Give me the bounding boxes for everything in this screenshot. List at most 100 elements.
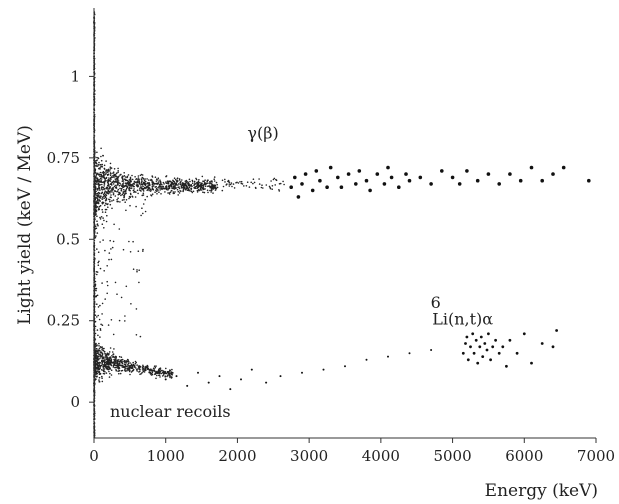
gamma-event xyxy=(128,197,130,200)
gamma-event xyxy=(165,175,168,177)
recoil-event xyxy=(98,367,100,370)
recoil-event xyxy=(126,370,128,372)
gamma-event xyxy=(107,187,109,190)
data-point xyxy=(472,351,476,355)
gamma-event xyxy=(168,184,170,187)
gamma-event xyxy=(154,176,157,178)
gamma-event xyxy=(202,191,204,193)
gamma-event xyxy=(102,193,105,196)
recoil-event xyxy=(124,361,126,364)
recoil-event xyxy=(98,347,101,350)
recoil-event xyxy=(106,363,108,366)
gamma-event xyxy=(100,178,103,180)
gamma-event xyxy=(200,189,203,191)
recoil-event xyxy=(110,364,112,366)
gamma-event xyxy=(199,185,201,188)
data-point xyxy=(289,185,294,189)
data-point xyxy=(487,332,490,336)
data-point xyxy=(501,345,505,349)
data-point xyxy=(476,361,480,365)
gamma-event xyxy=(177,184,179,186)
axes: 0 1000 2000 3000 4000 5000 6000 7000 0 0.25 0.5 0.7… xyxy=(47,8,615,465)
data-point xyxy=(365,358,368,361)
gamma-event xyxy=(134,196,137,198)
recoil-event xyxy=(119,364,122,367)
gamma-event xyxy=(152,181,154,184)
data-point xyxy=(469,345,472,349)
recoil-event xyxy=(117,360,119,363)
recoil-event xyxy=(98,364,101,367)
intermediate-event xyxy=(103,227,105,229)
intermediate-event xyxy=(125,209,127,212)
gamma-event xyxy=(278,189,280,191)
data-point xyxy=(229,388,232,391)
recoil-event xyxy=(107,358,110,361)
gamma-event xyxy=(119,187,121,190)
gamma-event xyxy=(141,194,144,197)
gamma-event xyxy=(185,188,188,190)
gamma-event xyxy=(109,199,111,201)
recoil-event xyxy=(132,368,135,371)
recoil-event xyxy=(153,365,156,368)
gamma-event xyxy=(111,207,113,210)
recoil-event xyxy=(95,350,98,352)
gamma-event xyxy=(174,191,176,193)
gamma-event xyxy=(105,160,107,162)
recoil-event xyxy=(101,359,103,362)
intermediate-event xyxy=(94,285,97,287)
recoil-event xyxy=(99,366,102,368)
intermediate-event xyxy=(94,325,97,328)
gamma-event xyxy=(99,189,101,191)
data-point xyxy=(555,329,558,332)
gamma-event xyxy=(138,178,140,181)
gamma-event xyxy=(178,192,181,194)
gamma-event xyxy=(144,183,147,186)
gamma-event xyxy=(95,162,98,165)
recoil-event xyxy=(108,370,110,373)
gamma-event xyxy=(141,174,144,176)
recoil-event xyxy=(113,359,115,361)
gamma-event xyxy=(204,188,206,190)
recoil-event xyxy=(150,372,153,375)
gamma-event xyxy=(100,147,102,150)
gamma-event xyxy=(165,181,167,183)
gamma-event xyxy=(190,185,193,187)
data-point xyxy=(466,358,470,362)
intermediate-event xyxy=(94,203,97,205)
gamma-event xyxy=(96,223,99,225)
gamma-event xyxy=(122,186,125,188)
gamma-event xyxy=(95,183,98,185)
gamma-event xyxy=(114,195,117,197)
gamma-event xyxy=(99,177,102,180)
gamma-event xyxy=(127,180,130,183)
gamma-event xyxy=(98,183,100,186)
intermediate-event xyxy=(110,258,113,261)
recoil-event xyxy=(117,370,119,373)
intermediate-event xyxy=(106,292,108,295)
gamma-event xyxy=(172,191,175,193)
recoil-event xyxy=(101,349,103,351)
gamma-event xyxy=(279,182,282,185)
gamma-event xyxy=(132,184,134,187)
data-point xyxy=(314,169,319,173)
recoil-event xyxy=(115,369,117,371)
recoil-event xyxy=(151,373,154,376)
gamma-event xyxy=(239,181,241,183)
gamma-event xyxy=(190,190,193,193)
recoil-event xyxy=(141,368,144,370)
gamma-event xyxy=(115,187,118,189)
gamma-event xyxy=(187,189,189,191)
recoil-event xyxy=(149,371,151,374)
recoil-event xyxy=(105,356,107,359)
recoil-event xyxy=(131,364,134,367)
gamma-event xyxy=(173,185,176,187)
gamma-event xyxy=(101,183,103,186)
gamma-event xyxy=(115,184,117,187)
gamma-event xyxy=(125,179,127,182)
x-tick-label: 3000 xyxy=(290,447,328,465)
dense-event-cloud xyxy=(93,11,285,439)
intermediate-event xyxy=(99,329,102,331)
gamma-event xyxy=(95,201,97,203)
gamma-event xyxy=(113,168,116,170)
data-point xyxy=(293,175,297,180)
